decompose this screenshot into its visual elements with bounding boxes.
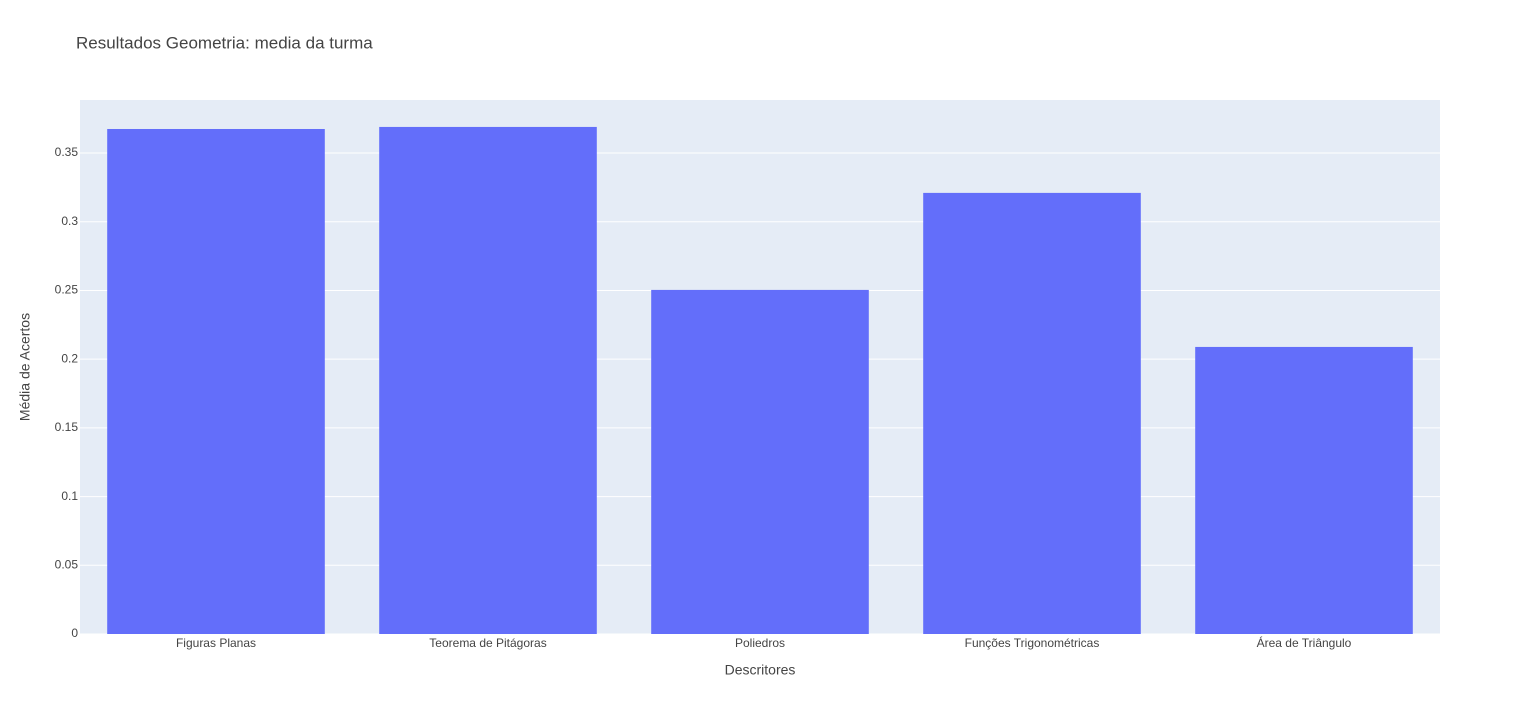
y-tick-label: 0.3 [61, 214, 78, 228]
bar [107, 128, 325, 634]
x-tick-label: Área de Triângulo [1257, 635, 1352, 650]
y-tick-label: 0 [71, 626, 78, 640]
y-tick-label: 0.35 [55, 145, 79, 159]
bar [379, 126, 597, 635]
y-tick-label: 0.2 [61, 351, 78, 365]
x-tick-label: Poliedros [735, 636, 785, 650]
y-axis-title: Média de Acertos [17, 313, 33, 421]
bar [923, 192, 1141, 634]
x-tick-label: Figuras Planas [176, 636, 256, 650]
chart-title: Resultados Geometria: media da turma [76, 33, 373, 52]
bar [651, 289, 869, 634]
bar [1195, 346, 1413, 634]
y-tick-label: 0.05 [55, 557, 79, 571]
x-tick-label: Funções Trigonométricas [965, 636, 1100, 650]
x-tick-label: Teorema de Pitágoras [429, 636, 546, 650]
y-tick-label: 0.1 [61, 489, 78, 503]
y-tick-label: 0.15 [55, 420, 79, 434]
x-axis-title: Descritores [725, 662, 796, 678]
y-tick-label: 0.25 [55, 283, 79, 297]
